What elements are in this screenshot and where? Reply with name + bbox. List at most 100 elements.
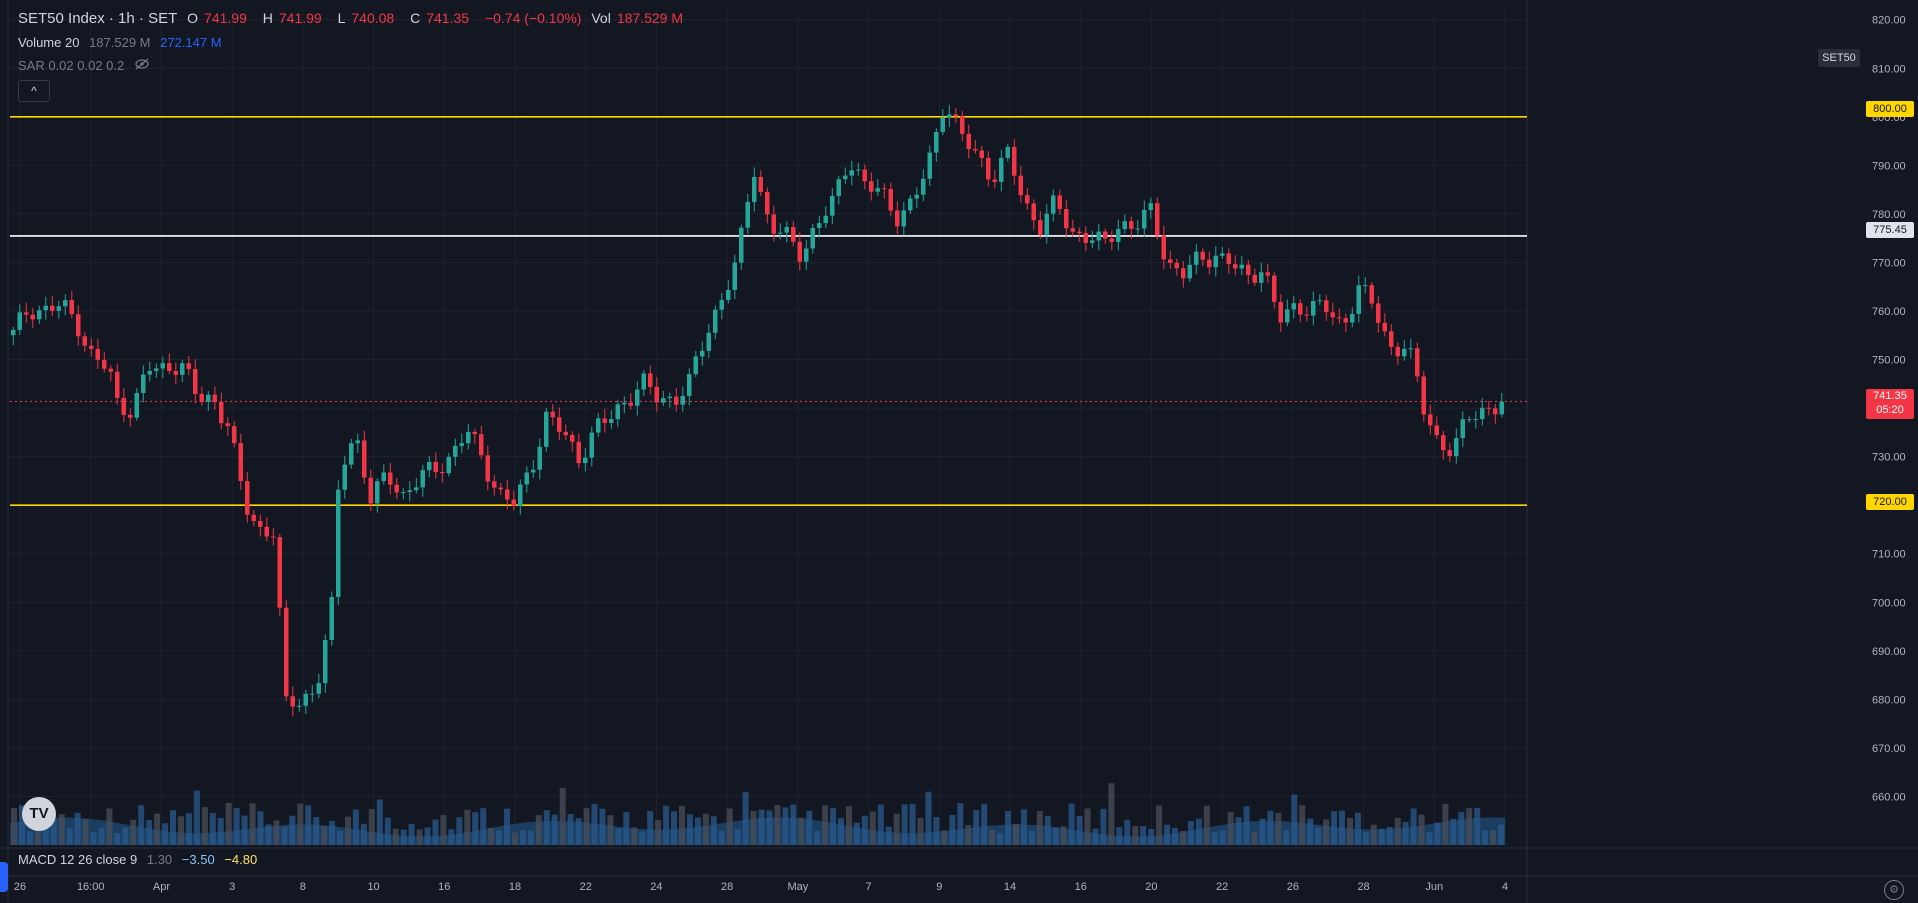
candle-body — [895, 210, 900, 227]
volume-bar — [782, 807, 789, 845]
volume-bar — [957, 803, 964, 845]
low-readout: L 740.08 — [337, 10, 395, 26]
candle-body — [1083, 233, 1088, 243]
candle-body — [225, 423, 230, 427]
volume-bar — [742, 792, 749, 845]
candle-body — [1077, 231, 1082, 234]
volume-bar — [329, 820, 336, 845]
candle-body — [193, 369, 198, 394]
y-tick-label: 680.00 — [1872, 694, 1906, 706]
volume-bar — [368, 809, 375, 845]
candle-body — [492, 481, 497, 488]
candle-body — [323, 640, 328, 684]
candle-body — [1103, 231, 1108, 239]
candle-body — [1148, 203, 1153, 210]
candle-body — [1207, 259, 1212, 268]
x-tick-label: 9 — [936, 881, 942, 893]
candle-body — [1408, 348, 1413, 350]
candle-body — [433, 462, 438, 472]
candle-body — [1389, 331, 1394, 347]
close-readout: C 741.35 — [410, 10, 470, 26]
volume-bar — [209, 812, 216, 845]
volume-bar — [416, 829, 423, 845]
volume-bar — [575, 818, 582, 845]
candle-body — [544, 411, 549, 447]
candle-body — [245, 481, 250, 515]
volume-bar — [1195, 818, 1202, 845]
volume-bar — [686, 814, 693, 845]
tradingview-logo-icon[interactable]: TV — [22, 797, 56, 831]
volume-bar — [178, 816, 184, 845]
volume-ma-value: 272.147 M — [160, 35, 222, 50]
candle-body — [37, 310, 42, 320]
candle-body — [680, 395, 685, 405]
candle-body — [1252, 274, 1257, 283]
eye-off-icon[interactable] — [134, 58, 150, 73]
volume-bar — [710, 816, 717, 845]
gear-icon[interactable]: ⚙ — [1884, 880, 1904, 900]
volume-bar — [631, 827, 638, 845]
volume-bar — [472, 812, 479, 845]
volume-bar — [337, 831, 343, 845]
symbol-title[interactable]: SET50 Index · 1h · SET — [18, 10, 178, 27]
volume-bar — [1060, 826, 1067, 845]
candle-body — [1493, 408, 1498, 415]
candle-body — [1499, 401, 1504, 415]
candle-body — [30, 314, 35, 320]
volume-bar — [527, 830, 534, 845]
volume-bar — [917, 818, 924, 845]
candle-body — [479, 434, 484, 456]
candle-body — [986, 158, 991, 180]
candle-body — [706, 332, 711, 351]
volume-bar — [440, 815, 447, 845]
countdown-value: 05:20 — [1876, 404, 1904, 416]
volume-bar — [1092, 828, 1099, 845]
volume-bar — [1498, 824, 1504, 845]
collapse-legend-button[interactable]: ^ — [18, 80, 50, 102]
candle-body — [635, 389, 640, 406]
candle-body — [1363, 285, 1368, 287]
candle-body — [1070, 228, 1075, 232]
volume-value: 187.529 M — [89, 35, 151, 50]
candle-body — [1122, 221, 1127, 230]
candle-body — [1376, 303, 1381, 323]
candle-body — [1161, 235, 1166, 260]
macd-legend[interactable]: MACD 12 26 close 9 1.30 −3.50 −4.80 — [18, 852, 263, 867]
volume-bar — [1052, 827, 1059, 845]
x-tick-label: May — [787, 881, 808, 893]
candle-body — [368, 477, 373, 504]
candle-body — [810, 228, 815, 249]
sar-legend[interactable]: SAR 0.02 0.02 0.2 — [18, 58, 156, 73]
candle-body — [1265, 272, 1270, 276]
volume-legend[interactable]: Volume 20 187.529 M 272.147 M — [18, 35, 228, 50]
volume-bar — [925, 791, 932, 845]
candle-body — [804, 248, 809, 262]
x-tick-label: 24 — [650, 881, 662, 893]
volume-bar — [1132, 826, 1139, 845]
candle-body — [953, 114, 958, 117]
candle-body — [901, 210, 906, 227]
candle-body — [1031, 203, 1036, 221]
y-tick-label: 760.00 — [1872, 306, 1906, 318]
candle-body — [446, 456, 451, 474]
candle-body — [186, 363, 191, 369]
volume-bar — [1227, 811, 1234, 845]
volume-bar — [1243, 806, 1250, 845]
candle-body — [921, 178, 926, 195]
volume-bar — [599, 808, 606, 845]
drag-handle[interactable] — [0, 862, 8, 892]
candle-body — [427, 462, 432, 471]
volume-bar — [1076, 815, 1083, 845]
candle-body — [1285, 309, 1290, 323]
volume-bar — [1418, 814, 1425, 845]
volume-bar — [702, 813, 709, 845]
volume-bar — [1434, 822, 1441, 845]
volume-bar — [1148, 829, 1155, 845]
volume-bar — [424, 827, 431, 845]
volume-bar — [981, 803, 988, 845]
candle-body — [1213, 255, 1218, 268]
candle-body — [726, 289, 731, 300]
volume-bar — [146, 820, 153, 845]
candle-body — [505, 489, 510, 500]
